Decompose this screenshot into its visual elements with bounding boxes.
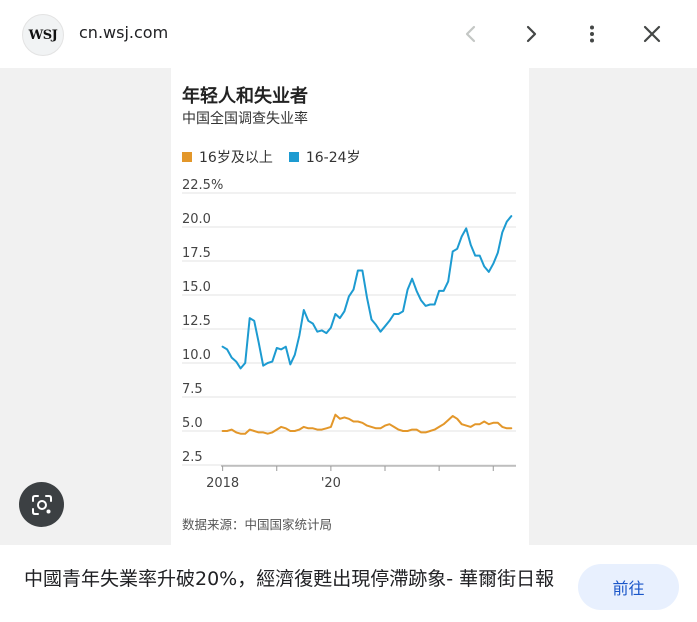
series-line-16-24 [221,215,513,370]
y-tick-label: 10.0 [182,348,211,363]
chart-subtitle: 中国全国调查失业率 [182,111,308,127]
legend-label-16-24: 16-24岁 [305,150,361,166]
more-vert-icon [590,25,594,43]
legend-swatch-16-plus [182,152,192,162]
visit-button[interactable]: 前往 [578,564,679,610]
y-tick-label: 17.5 [182,246,211,261]
y-tick-label: 20.0 [182,212,211,227]
y-tick-label: 2.5 [182,450,203,465]
y-tick-label: 12.5 [182,314,211,329]
site-logo[interactable]: WSJ [22,14,64,56]
series-line-16-plus [221,413,513,435]
close-icon [643,25,661,43]
page-title-link[interactable]: 中國青年失業率升破20%，經濟復甦出現停滯跡象- 華爾街日報 [24,568,555,590]
more-options-button[interactable] [576,18,608,50]
x-tick-label: '20 [321,476,341,491]
viewer-header: WSJ cn.wsj.com [0,0,697,69]
result-footer: 中國青年失業率升破20%，經濟復甦出現停滯跡象- 華爾街日報 前往 [0,545,697,622]
chart-image[interactable]: 年轻人和失业者 中国全国调查失业率 16岁及以上 16-24岁 2.5 5.0 7.… [171,68,529,545]
y-tick-label: 15.0 [182,280,211,295]
chevron-left-icon [465,25,476,43]
y-tick-label: 22.5% [182,178,223,193]
chart-legend: 16岁及以上 16-24岁 [182,147,377,167]
image-viewer: 年轻人和失业者 中国全国调查失业率 16岁及以上 16-24岁 2.5 5.0 7.… [0,68,697,545]
google-lens-icon [31,494,52,515]
google-lens-button[interactable] [19,482,64,527]
y-tick-label: 5.0 [182,416,203,431]
site-domain[interactable]: cn.wsj.com [79,23,169,42]
chevron-right-icon [526,25,537,43]
next-button[interactable] [515,18,547,50]
legend-item-16-plus: 16岁及以上 [182,147,273,167]
chart-title: 年轻人和失业者 [182,86,308,107]
legend-item-16-24: 16-24岁 [288,147,361,167]
y-tick-label: 7.5 [182,382,203,397]
legend-swatch-16-24 [288,152,299,162]
x-tick-label: 2018 [206,476,239,491]
chart-source: 数据来源：中国国家统计局 [182,517,333,532]
legend-label-16-plus: 16岁及以上 [199,150,273,166]
previous-button[interactable] [455,18,487,50]
line-chart: 2.5 5.0 7.5 10.0 12.5 15.0 17.5 20.0 22.5% 2018 '2… [182,178,516,491]
close-button[interactable] [636,18,668,50]
